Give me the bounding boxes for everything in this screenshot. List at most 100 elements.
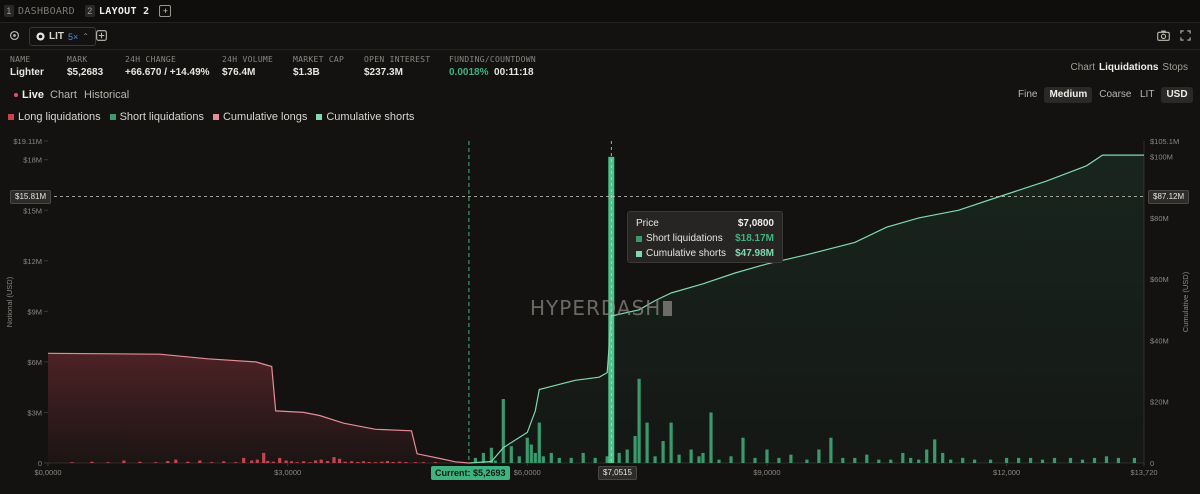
funding-countdown: 00:11:18 [494,67,534,78]
unit-usd[interactable]: USD [1161,87,1193,103]
mode-historical[interactable]: Historical [84,89,130,101]
legend-label: Short liquidations [119,111,204,123]
short-liquidation-bar [537,422,541,463]
short-liquidation-bar [529,444,533,463]
add-tab-icon[interactable]: + [159,5,172,17]
y-axis-title: Notional (USD) [5,276,14,327]
long-liquidation-bar [356,462,360,463]
short-liquidation-bar [653,456,657,463]
x-tick-label: $13,720 [1130,468,1157,477]
camera-icon[interactable] [1157,30,1170,41]
y2-tick-label: $105.1M [1150,137,1179,146]
long-liquidation-bar [242,457,246,463]
short-liquidation-bar [865,454,869,463]
y-tick-label: $18M [23,156,42,165]
cumulative-longs-area [48,353,469,463]
long-liquidation-bar [222,461,226,463]
short-liquidation-bar [645,422,649,463]
mode-chart[interactable]: Chart [50,89,77,101]
granularity-coarse[interactable]: Coarse [1099,89,1132,100]
long-liquidation-bar [70,462,74,463]
long-liquidation-bar [361,461,366,463]
tab-chart[interactable]: Chart [1070,62,1095,73]
legend-item-cumulative-longs[interactable]: Cumulative longs [212,110,307,124]
legend-item-long-liquidations[interactable]: Long liquidations [8,110,101,124]
unit-lit[interactable]: LIT [1140,89,1155,100]
short-liquidation-bar [533,452,537,463]
symbol-bar: LIT 5× ⌃ [0,23,1200,50]
short-liquidation-bar [829,437,833,463]
stat-name: NAME Lighter [10,55,44,78]
short-liquidation-bar [569,457,573,463]
stat-label: OPEN INTEREST [364,55,431,64]
long-liquidation-bar [413,462,418,463]
cumulative-shorts-line [468,154,1144,464]
symbol-name: LIT [49,31,64,42]
long-liquidation-bar [380,461,384,463]
short-liquidation-bar [917,459,921,463]
y2-tick-label: $40M [1150,336,1169,345]
granularity-medium[interactable]: Medium [1044,87,1093,103]
x-tick-label: $9,0000 [753,468,780,477]
short-liquidation-bar [949,459,953,463]
watermark: HYPERDASH [530,296,673,320]
symbol-selector[interactable]: LIT 5× ⌃ [29,27,96,46]
expand-icon[interactable] [1180,30,1191,41]
tab-label: LAYOUT 2 [98,5,150,17]
mode-live[interactable]: Live [22,89,45,101]
short-liquidation-bar [853,457,857,463]
stat-value: $237.3M [364,67,403,78]
y-tick-label: $6M [27,358,42,367]
short-liquidation-bar [1029,457,1033,463]
short-liquidation-bar [717,459,721,463]
legend-item-cumulative-shorts[interactable]: Cumulative shorts [316,110,414,124]
short-liquidation-bar [765,449,769,463]
y2-tick-label: $20M [1150,398,1169,407]
short-liquidation-bar [689,449,693,463]
short-liquidation-bar [493,460,497,463]
stat-value: $5,2683 [67,67,104,78]
tooltip-swatch [636,235,642,242]
hover-price-badge: $7,0515 [598,466,637,480]
workspace-tab-dashboard[interactable]: 1 DASHBOARD [4,0,75,22]
stat-label: MARK [67,55,88,64]
tab-liquidations[interactable]: Liquidations [1098,62,1159,73]
short-liquidation-bar [961,457,965,463]
watermark-text: HYPERDASH [530,296,662,320]
short-liquidation-bar [1104,456,1109,463]
long-liquidation-bar [284,460,288,463]
short-liquidation-bar [669,422,673,463]
long-liquidation-bar [106,462,110,463]
short-liquidation-bar [1017,457,1021,463]
tooltip-row-label: Short liquidations [646,233,723,244]
view-tabs: Chart Liquidations Stops [1071,62,1188,73]
short-liquidation-bar [661,441,665,463]
gear-icon[interactable] [9,30,20,41]
long-liquidation-bar [290,461,294,463]
short-liquidation-bar [637,378,641,463]
y2-tick-label: $60M [1150,275,1169,284]
long-liquidation-bar [385,461,390,463]
short-liquidation-bar [753,457,757,463]
short-liquidation-bar [1092,457,1097,463]
short-liquidation-bar [617,452,621,463]
y2-tick-label: $100M [1150,153,1173,162]
stat-24h-volume: 24H VOLUME $76.4M [222,55,273,78]
stat-market-cap: MARKET CAP $1.3B [293,55,344,78]
short-liquidation-bar [701,452,705,463]
workspace-tab-layout-2[interactable]: 2 LAYOUT 2 + [84,0,172,22]
y-tick-label: $9M [27,307,42,316]
long-liquidation-bar [326,461,330,463]
plus-square-icon[interactable] [96,30,107,41]
cumulative-longs-line [47,352,469,464]
liquidation-chart[interactable]: Notional (USD) Cumulative (USD) 0 $3M $6M $9M… [0,128,1200,494]
stat-value: Lighter [10,67,44,78]
short-liquidation-bar [1052,457,1057,463]
crosshair-right-value-badge: $87.12M [1148,190,1190,204]
y-tick-label: $12M [23,257,42,266]
short-liquidation-bar [1005,457,1009,463]
long-liquidation-bar [343,461,347,463]
tab-stops[interactable]: Stops [1162,62,1188,73]
legend-item-short-liquidations[interactable]: Short liquidations [109,110,204,124]
granularity-fine[interactable]: Fine [1018,89,1038,100]
